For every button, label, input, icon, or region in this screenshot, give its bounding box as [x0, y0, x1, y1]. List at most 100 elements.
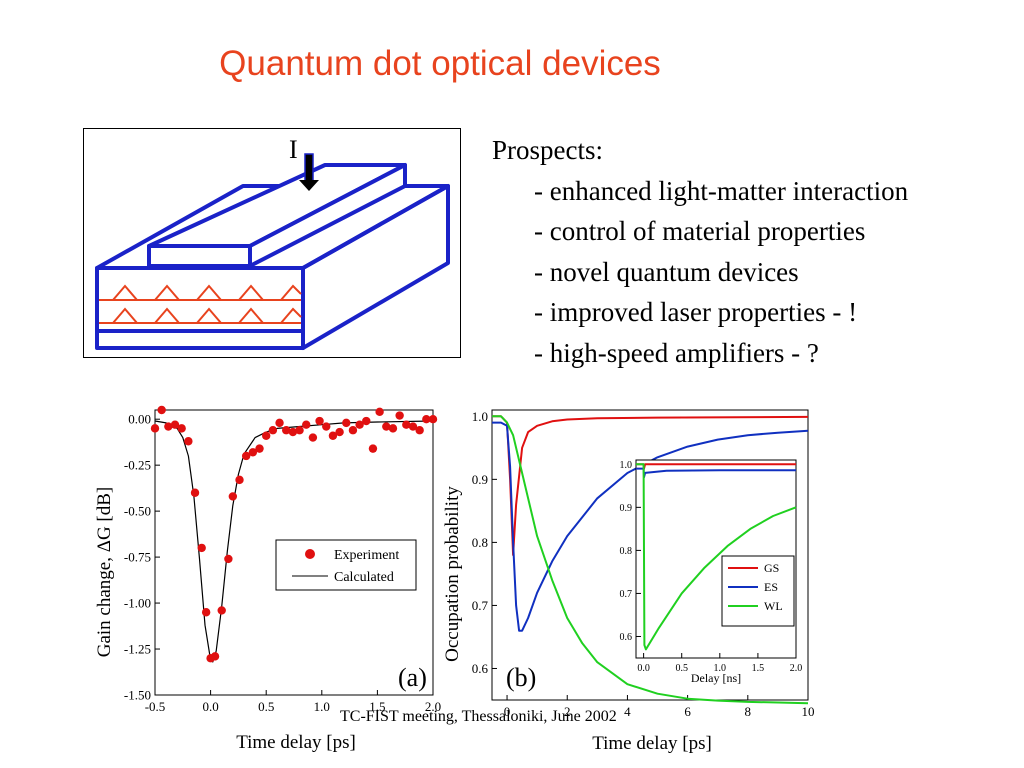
- x-tick-label: 6: [684, 704, 691, 719]
- legend-label-gs: GS: [764, 561, 779, 575]
- legend-label-experiment: Experiment: [334, 548, 399, 563]
- x-tick-label: 4: [624, 704, 631, 719]
- footer-text: TC-FIST meeting, Thessaloniki, June 2002: [340, 708, 617, 725]
- data-point-experiment: [217, 606, 226, 615]
- prospect-item: - novel quantum devices: [534, 256, 799, 287]
- data-point-experiment: [248, 448, 258, 457]
- y-tick-label: -0.25: [124, 458, 151, 473]
- data-point-experiment: [295, 426, 304, 435]
- y-tick-label: -0.75: [124, 550, 151, 565]
- y-tick-label: 1.0: [472, 409, 488, 424]
- legend-label-calculated: Calculated: [334, 570, 394, 585]
- data-point-experiment: [315, 416, 324, 426]
- data-point-experiment: [288, 427, 298, 437]
- data-point-experiment: [302, 420, 311, 429]
- data-point-experiment: [184, 437, 193, 446]
- data-point-experiment: [201, 608, 211, 617]
- legend-label-es: ES: [764, 580, 778, 594]
- panel-label: (b): [506, 663, 536, 692]
- quantum-dot-device-diagram: I: [83, 128, 461, 358]
- data-point-experiment: [355, 420, 364, 429]
- data-point-experiment: [150, 424, 160, 433]
- legend: Experiment Calculated: [275, 539, 417, 591]
- y-tick-label: 0.6: [472, 661, 489, 676]
- inset-x-axis-label: Delay [ns]: [691, 671, 741, 685]
- prospects-block: Prospects: - enhanced light-matter inter…: [492, 130, 908, 373]
- prospect-item: - control of material properties: [534, 216, 866, 246]
- inset-legend: GS ES WL: [721, 555, 795, 627]
- x-tick-label: 0.5: [258, 699, 274, 714]
- prospect-item: - enhanced light-matter interaction: [534, 175, 909, 206]
- occupation-probability-chart: Occupation probability Time delay [ps] 0…: [442, 409, 815, 754]
- slide-title: Quantum dot optical devices: [219, 44, 661, 83]
- data-point-experiment: [268, 426, 278, 435]
- data-point-experiment: [328, 431, 338, 440]
- y-tick-label: 0.9: [620, 503, 633, 514]
- data-point-experiment: [164, 422, 173, 431]
- gain-change-chart: Gain change, ΔG [dB] Time delay [ps] -0.…: [94, 405, 441, 753]
- x-axis-label: Time delay [ps]: [236, 732, 356, 753]
- x-tick-label: 0.0: [202, 699, 218, 714]
- y-tick-label: -1.50: [124, 688, 151, 703]
- data-point-experiment: [335, 427, 344, 437]
- series-line-wl: [492, 415, 809, 705]
- data-point-experiment: [170, 420, 180, 429]
- y-tick-label: 0.6: [620, 632, 633, 643]
- data-point-experiment: [282, 426, 291, 435]
- quantum-dot-layers: [99, 284, 302, 324]
- y-tick-label: 1.0: [620, 460, 633, 471]
- y-tick-label: 0.7: [620, 589, 633, 600]
- data-point-experiment: [395, 411, 404, 420]
- y-axis-label: Occupation probability: [442, 486, 463, 662]
- data-point-experiment: [157, 405, 166, 415]
- data-point-experiment: [368, 444, 378, 453]
- x-tick-label: 1.0: [714, 663, 727, 674]
- x-tick-label: 2.0: [425, 699, 441, 714]
- data-point-experiment: [228, 492, 238, 501]
- prospect-item: - high-speed amplifiers - ?: [534, 337, 819, 368]
- y-tick-label: 0.9: [472, 472, 488, 487]
- data-point-experiment: [224, 554, 233, 564]
- x-tick-label: 1.5: [752, 663, 765, 674]
- x-tick-label: 0.5: [675, 663, 688, 674]
- y-tick-label: -0.50: [124, 504, 151, 519]
- data-point-experiment: [275, 418, 284, 428]
- data-point-experiment: [262, 431, 271, 440]
- y-tick-label: 0.00: [128, 412, 151, 427]
- data-point-experiment: [241, 451, 251, 461]
- device-outline: [95, 163, 450, 350]
- x-tick-label: 1.0: [314, 699, 330, 714]
- y-tick-label: -1.00: [124, 596, 151, 611]
- current-label: I: [289, 135, 298, 164]
- data-point-experiment: [415, 426, 424, 435]
- data-point-experiment: [402, 420, 411, 429]
- legend-label-wl: WL: [764, 599, 783, 613]
- y-tick-label: 0.8: [620, 546, 633, 557]
- x-tick-label: 1.5: [369, 699, 385, 714]
- data-point-experiment: [190, 488, 200, 497]
- x-tick-label: 2.0: [790, 663, 803, 674]
- data-point-experiment: [177, 424, 186, 433]
- current-arrow: [299, 153, 319, 191]
- x-tick-label: 0: [504, 704, 511, 719]
- panel-label: (a): [398, 663, 427, 692]
- data-point-experiment: [235, 475, 244, 485]
- x-tick-label: 8: [745, 704, 752, 719]
- prospects-heading: Prospects:: [492, 135, 603, 165]
- series-line-es: [492, 421, 809, 632]
- x-tick-label: -0.5: [145, 699, 166, 714]
- x-tick-label: 0.0: [637, 663, 650, 674]
- data-point-experiment: [308, 433, 318, 442]
- data-point-experiment: [428, 414, 438, 424]
- y-tick-label: 0.8: [472, 535, 488, 550]
- data-point-experiment: [382, 422, 391, 431]
- x-axis-label: Time delay [ps]: [592, 733, 712, 754]
- x-tick-label: 10: [802, 704, 815, 719]
- data-point-experiment: [342, 418, 351, 428]
- data-point-experiment: [255, 444, 264, 453]
- data-point-experiment: [422, 414, 431, 424]
- data-point-experiment: [388, 424, 398, 433]
- data-point-experiment: [408, 422, 418, 431]
- y-tick-label: -1.25: [124, 642, 151, 657]
- y-tick-label: 0.7: [472, 598, 489, 613]
